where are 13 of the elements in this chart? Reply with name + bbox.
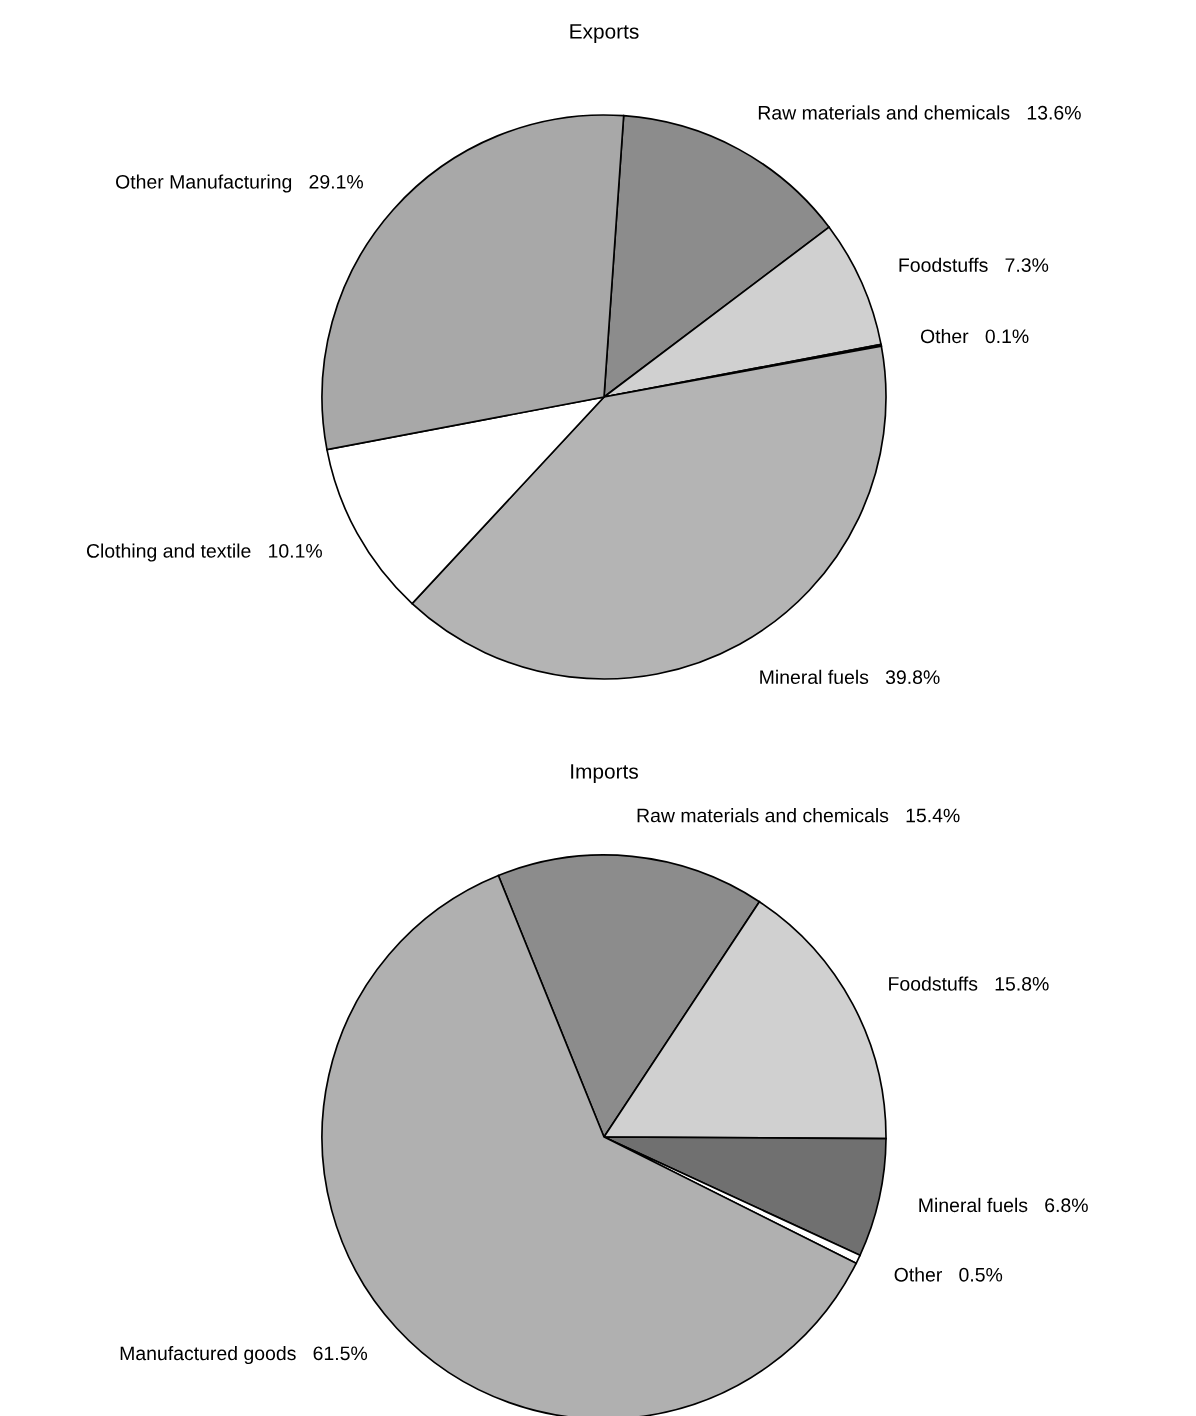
slice-label: Raw materials and chemicals 13.6%	[758, 105, 1081, 120]
slice-label: Foodstuffs 7.3%	[899, 257, 1049, 272]
slice-label: Other Manufacturing 29.1%	[116, 174, 363, 193]
slice-label: Foodstuffs 15.8%	[889, 976, 1049, 991]
slice-label: Other 0.1%	[920, 328, 1029, 344]
slice-label: Mineral fuels 39.8%	[760, 669, 940, 685]
slice-label: Raw materials and chemicals 15.4%	[637, 808, 960, 823]
slice-label: Manufactured goods 61.5%	[120, 1345, 368, 1365]
chart-title: Imports	[571, 764, 638, 783]
chart-title: Exports	[570, 24, 639, 43]
slice-label: Mineral fuels 6.8%	[919, 1197, 1088, 1213]
slice-label: Clothing and textile 10.1%	[86, 543, 322, 562]
slice-label: Other 0.5%	[894, 1267, 1003, 1282]
